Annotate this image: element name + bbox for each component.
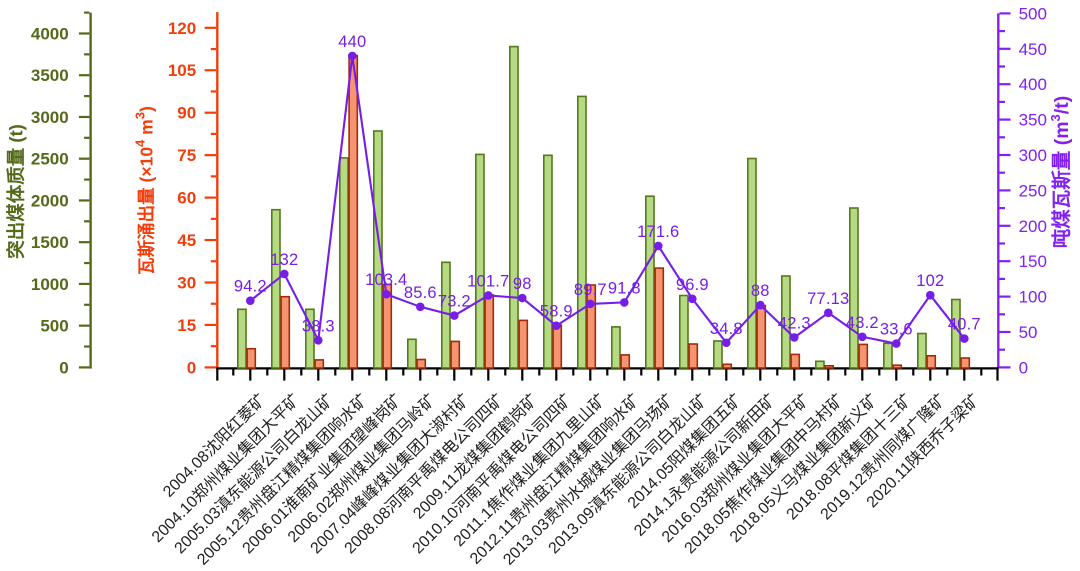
svg-text:77.13: 77.13 <box>807 290 849 308</box>
svg-text:91.8: 91.8 <box>608 279 641 297</box>
svg-text:34.8: 34.8 <box>710 320 743 338</box>
svg-text:103.4: 103.4 <box>365 271 407 289</box>
svg-text:1000: 1000 <box>31 275 69 294</box>
svg-text:2000: 2000 <box>31 191 69 210</box>
svg-text:96.9: 96.9 <box>676 276 709 294</box>
svg-text:突出煤体质量 (t): 突出煤体质量 (t) <box>6 124 27 259</box>
svg-text:0: 0 <box>187 358 196 377</box>
svg-text:350: 350 <box>1019 111 1047 130</box>
svg-text:50: 50 <box>1019 323 1038 342</box>
svg-text:450: 450 <box>1019 40 1047 59</box>
svg-text:88: 88 <box>751 282 770 300</box>
svg-text:500: 500 <box>40 317 68 336</box>
svg-text:43.2: 43.2 <box>846 314 879 332</box>
svg-text:0: 0 <box>1019 358 1028 377</box>
svg-text:40.7: 40.7 <box>948 316 981 334</box>
svg-text:4000: 4000 <box>31 25 69 44</box>
svg-text:85.6: 85.6 <box>404 284 437 302</box>
svg-text:15: 15 <box>177 316 196 335</box>
svg-text:105: 105 <box>168 61 196 80</box>
svg-text:60: 60 <box>177 189 196 208</box>
svg-text:400: 400 <box>1019 75 1047 94</box>
svg-text:171.6: 171.6 <box>637 223 679 241</box>
svg-text:150: 150 <box>1019 252 1047 271</box>
svg-text:瓦斯涌出量 (×104 m3): 瓦斯涌出量 (×104 m3) <box>132 106 157 275</box>
svg-text:101.7: 101.7 <box>467 272 509 290</box>
svg-text:3000: 3000 <box>31 108 69 127</box>
svg-text:102: 102 <box>916 272 944 290</box>
svg-text:94.2: 94.2 <box>234 278 267 296</box>
svg-text:38.3: 38.3 <box>302 317 335 335</box>
svg-text:73.2: 73.2 <box>438 293 471 311</box>
svg-text:58.9: 58.9 <box>540 303 573 321</box>
svg-text:2500: 2500 <box>31 150 69 169</box>
svg-text:45: 45 <box>177 231 196 250</box>
svg-text:200: 200 <box>1019 217 1047 236</box>
svg-text:0: 0 <box>59 358 68 377</box>
svg-text:132: 132 <box>270 251 298 269</box>
svg-text:33.6: 33.6 <box>880 321 913 339</box>
svg-text:250: 250 <box>1019 181 1047 200</box>
svg-text:75: 75 <box>177 146 196 165</box>
svg-text:300: 300 <box>1019 146 1047 165</box>
svg-text:3500: 3500 <box>31 66 69 85</box>
svg-text:1500: 1500 <box>31 233 69 252</box>
svg-text:98: 98 <box>513 275 532 293</box>
svg-text:440: 440 <box>338 33 366 51</box>
svg-text:42.3: 42.3 <box>778 314 811 332</box>
svg-text:30: 30 <box>177 274 196 293</box>
svg-text:89.7: 89.7 <box>574 281 607 299</box>
svg-text:90: 90 <box>177 104 196 123</box>
svg-text:500: 500 <box>1019 4 1047 23</box>
svg-text:120: 120 <box>168 19 196 38</box>
svg-text:100: 100 <box>1019 288 1047 307</box>
